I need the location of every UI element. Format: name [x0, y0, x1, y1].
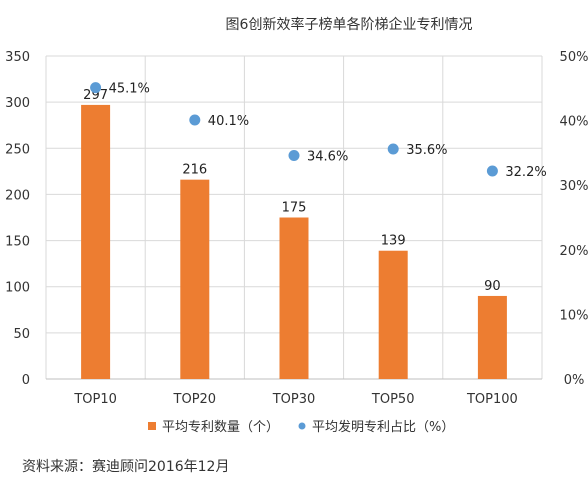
- bar: [180, 179, 210, 379]
- bar-value-label: 297: [83, 88, 108, 103]
- point-value-label: 32.2%: [505, 165, 546, 180]
- data-point: [387, 143, 399, 155]
- legend-label-bar: 平均专利数量（个）: [162, 420, 279, 435]
- y-left-tick-label: 350: [5, 50, 30, 65]
- x-tick-label: TOP20: [173, 392, 217, 407]
- data-point: [486, 165, 498, 177]
- y-right-tick-label: 30%: [560, 179, 588, 194]
- y-left-tick-label: 300: [5, 96, 30, 111]
- dots: 45.1% 40.1% 34.6% 35.6% 32.2%: [90, 82, 547, 180]
- legend-swatch-dot: [298, 422, 306, 430]
- y-left-tick-label: 0: [22, 373, 30, 388]
- legend-swatch-bar: [148, 422, 156, 430]
- y-right-tick-label: 0%: [564, 373, 585, 388]
- point-value-label: 40.1%: [208, 114, 249, 129]
- y-left-tick-label: 250: [5, 142, 30, 157]
- left-axis: 0 50 100 150 200 250 300 350: [5, 50, 30, 388]
- chart-title: 图6创新效率子榜单各阶梯企业专利情况: [226, 16, 473, 33]
- bar-value-label: 90: [484, 279, 501, 294]
- data-point: [90, 82, 102, 94]
- y-left-tick-label: 200: [5, 188, 30, 203]
- y-right-tick-label: 10%: [560, 308, 588, 323]
- point-value-label: 34.6%: [307, 149, 348, 164]
- y-left-tick-label: 150: [5, 235, 30, 250]
- bar-value-label: 216: [182, 163, 207, 178]
- y-right-tick-label: 50%: [560, 50, 588, 65]
- y-right-tick-label: 20%: [560, 244, 588, 259]
- bar-value-label: 139: [381, 234, 406, 249]
- data-point: [189, 114, 201, 126]
- bar: [81, 104, 111, 379]
- x-tick-label: TOP100: [466, 392, 518, 407]
- x-tick-label: TOP30: [272, 392, 316, 407]
- x-tick-label: TOP50: [371, 392, 415, 407]
- x-axis: TOP10 TOP20 TOP30 TOP50 TOP100: [73, 392, 517, 407]
- y-left-tick-label: 50: [13, 327, 30, 342]
- source-note: 资料来源：赛迪顾问2016年12月: [22, 459, 230, 475]
- bars: 297 216 175 139 90: [81, 88, 507, 379]
- bar: [279, 217, 309, 379]
- right-axis: 0% 10% 20% 30% 40% 50%: [560, 50, 588, 388]
- x-tick-label: TOP10: [73, 392, 117, 407]
- bar-value-label: 175: [282, 201, 307, 216]
- legend: 平均专利数量（个） 平均发明专利占比（%）: [148, 419, 454, 435]
- bar: [378, 250, 408, 379]
- point-value-label: 35.6%: [406, 143, 447, 158]
- legend-label-dot: 平均发明专利占比（%）: [312, 419, 454, 435]
- data-point: [288, 149, 300, 161]
- plot-frame: [45, 55, 543, 380]
- y-right-tick-label: 40%: [560, 115, 588, 130]
- y-left-tick-label: 100: [5, 281, 30, 296]
- point-value-label: 45.1%: [109, 82, 150, 97]
- bar: [477, 295, 507, 379]
